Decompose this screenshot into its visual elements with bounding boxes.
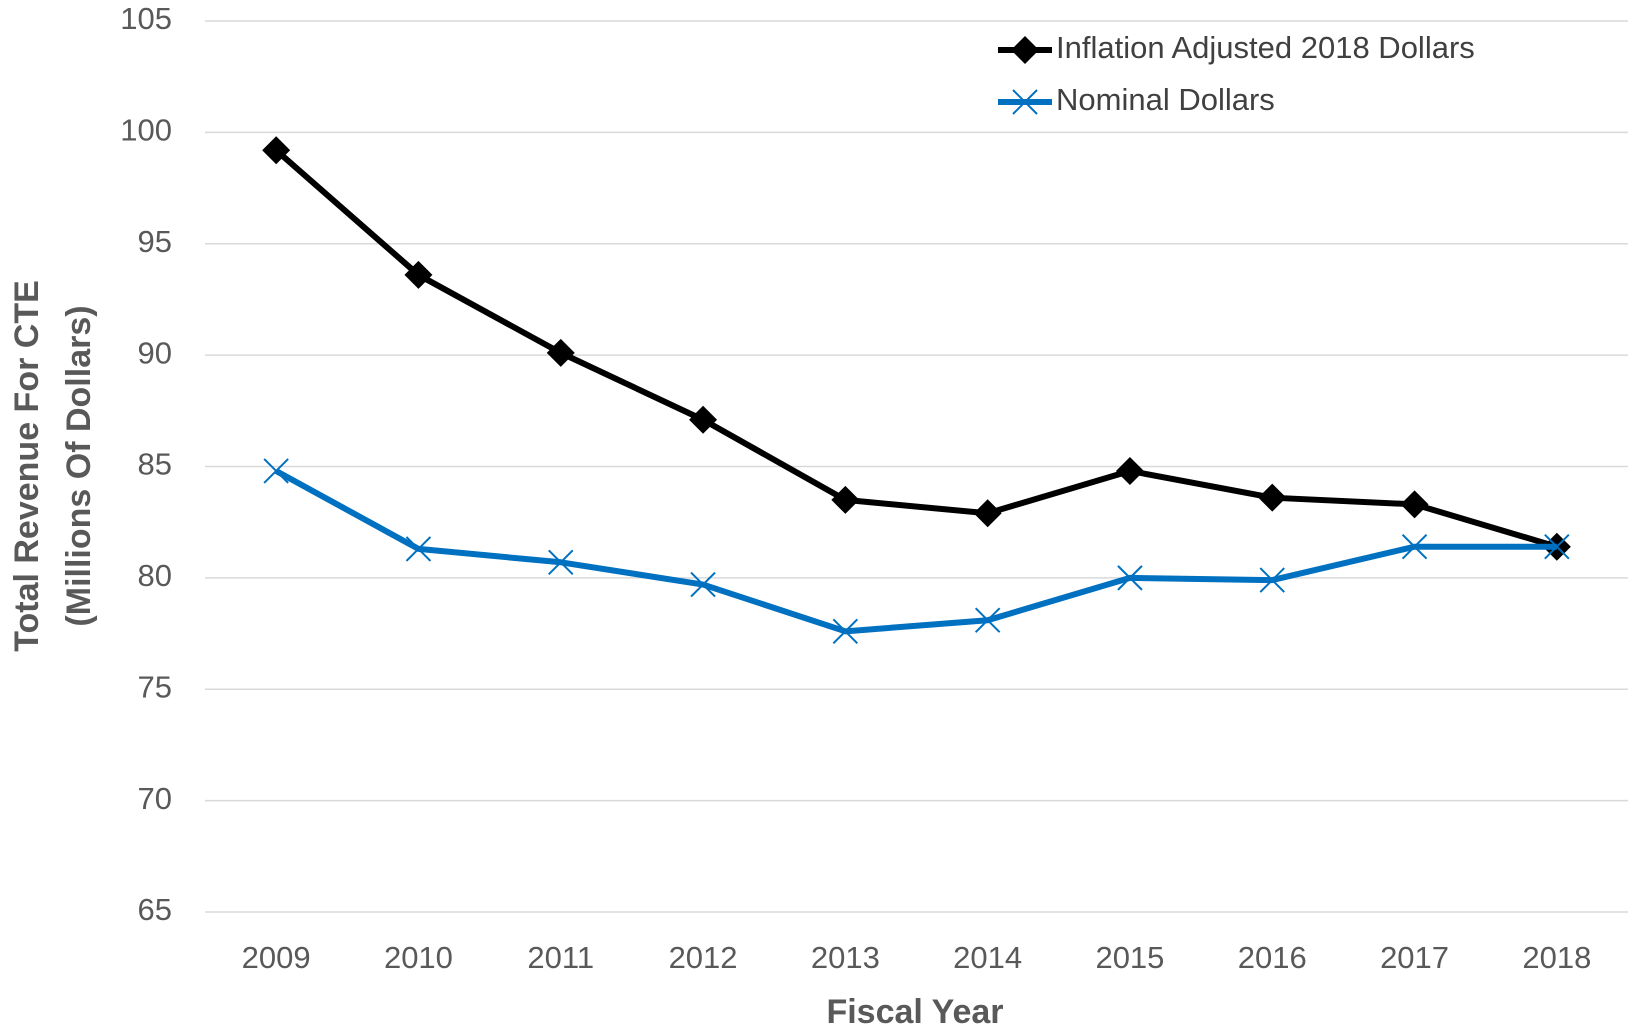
marker	[1544, 533, 1570, 560]
marker	[689, 405, 718, 434]
y-axis-title: (Millions Of Dollars)	[60, 305, 98, 626]
y-tick-label: 100	[120, 113, 172, 148]
legend-label: Inflation Adjusted 2018 Dollars	[1056, 30, 1475, 65]
marker	[404, 260, 433, 289]
y-tick-label: 95	[138, 224, 172, 259]
y-tick-label: 70	[138, 781, 172, 816]
y-tick-label: 105	[120, 1, 172, 36]
marker	[974, 607, 1001, 633]
marker	[1401, 533, 1428, 560]
marker	[831, 485, 860, 514]
y-axis-title: Total Revenue For CTE	[8, 280, 46, 652]
legend-label: Nominal Dollars	[1056, 82, 1275, 117]
marker	[405, 536, 432, 562]
series-line	[274, 147, 1558, 550]
series-line	[274, 468, 1557, 635]
x-tick-label: 2016	[1238, 940, 1307, 975]
marker	[690, 571, 716, 598]
y-tick-label: 90	[138, 335, 172, 370]
marker	[262, 136, 291, 165]
x-tick-label: 2014	[953, 940, 1022, 975]
marker	[1259, 567, 1285, 593]
marker	[1258, 483, 1287, 512]
x-tick-label: 2011	[527, 940, 594, 975]
y-tick-label: 65	[138, 892, 172, 927]
marker	[1117, 565, 1143, 591]
y-tick-label: 75	[138, 669, 172, 704]
x-tick-label: 2017	[1380, 940, 1449, 975]
x-tick-label: 2015	[1095, 940, 1164, 975]
x-tick-label: 2013	[811, 940, 880, 975]
y-tick-label: 85	[138, 447, 172, 482]
x-tick-label: 2012	[669, 940, 738, 975]
x-axis-title: Fiscal Year	[826, 993, 1003, 1031]
marker	[1012, 89, 1038, 115]
marker	[832, 618, 859, 645]
marker	[1011, 36, 1039, 64]
x-tick-label: 2010	[384, 940, 453, 975]
marker	[546, 338, 575, 367]
marker	[1400, 490, 1429, 519]
marker	[1115, 456, 1144, 485]
x-tick-label: 2018	[1522, 940, 1591, 975]
marker	[548, 549, 574, 575]
marker	[973, 499, 1002, 528]
marker	[263, 458, 289, 484]
y-tick-label: 80	[138, 558, 172, 593]
x-tick-label: 2009	[242, 940, 311, 975]
